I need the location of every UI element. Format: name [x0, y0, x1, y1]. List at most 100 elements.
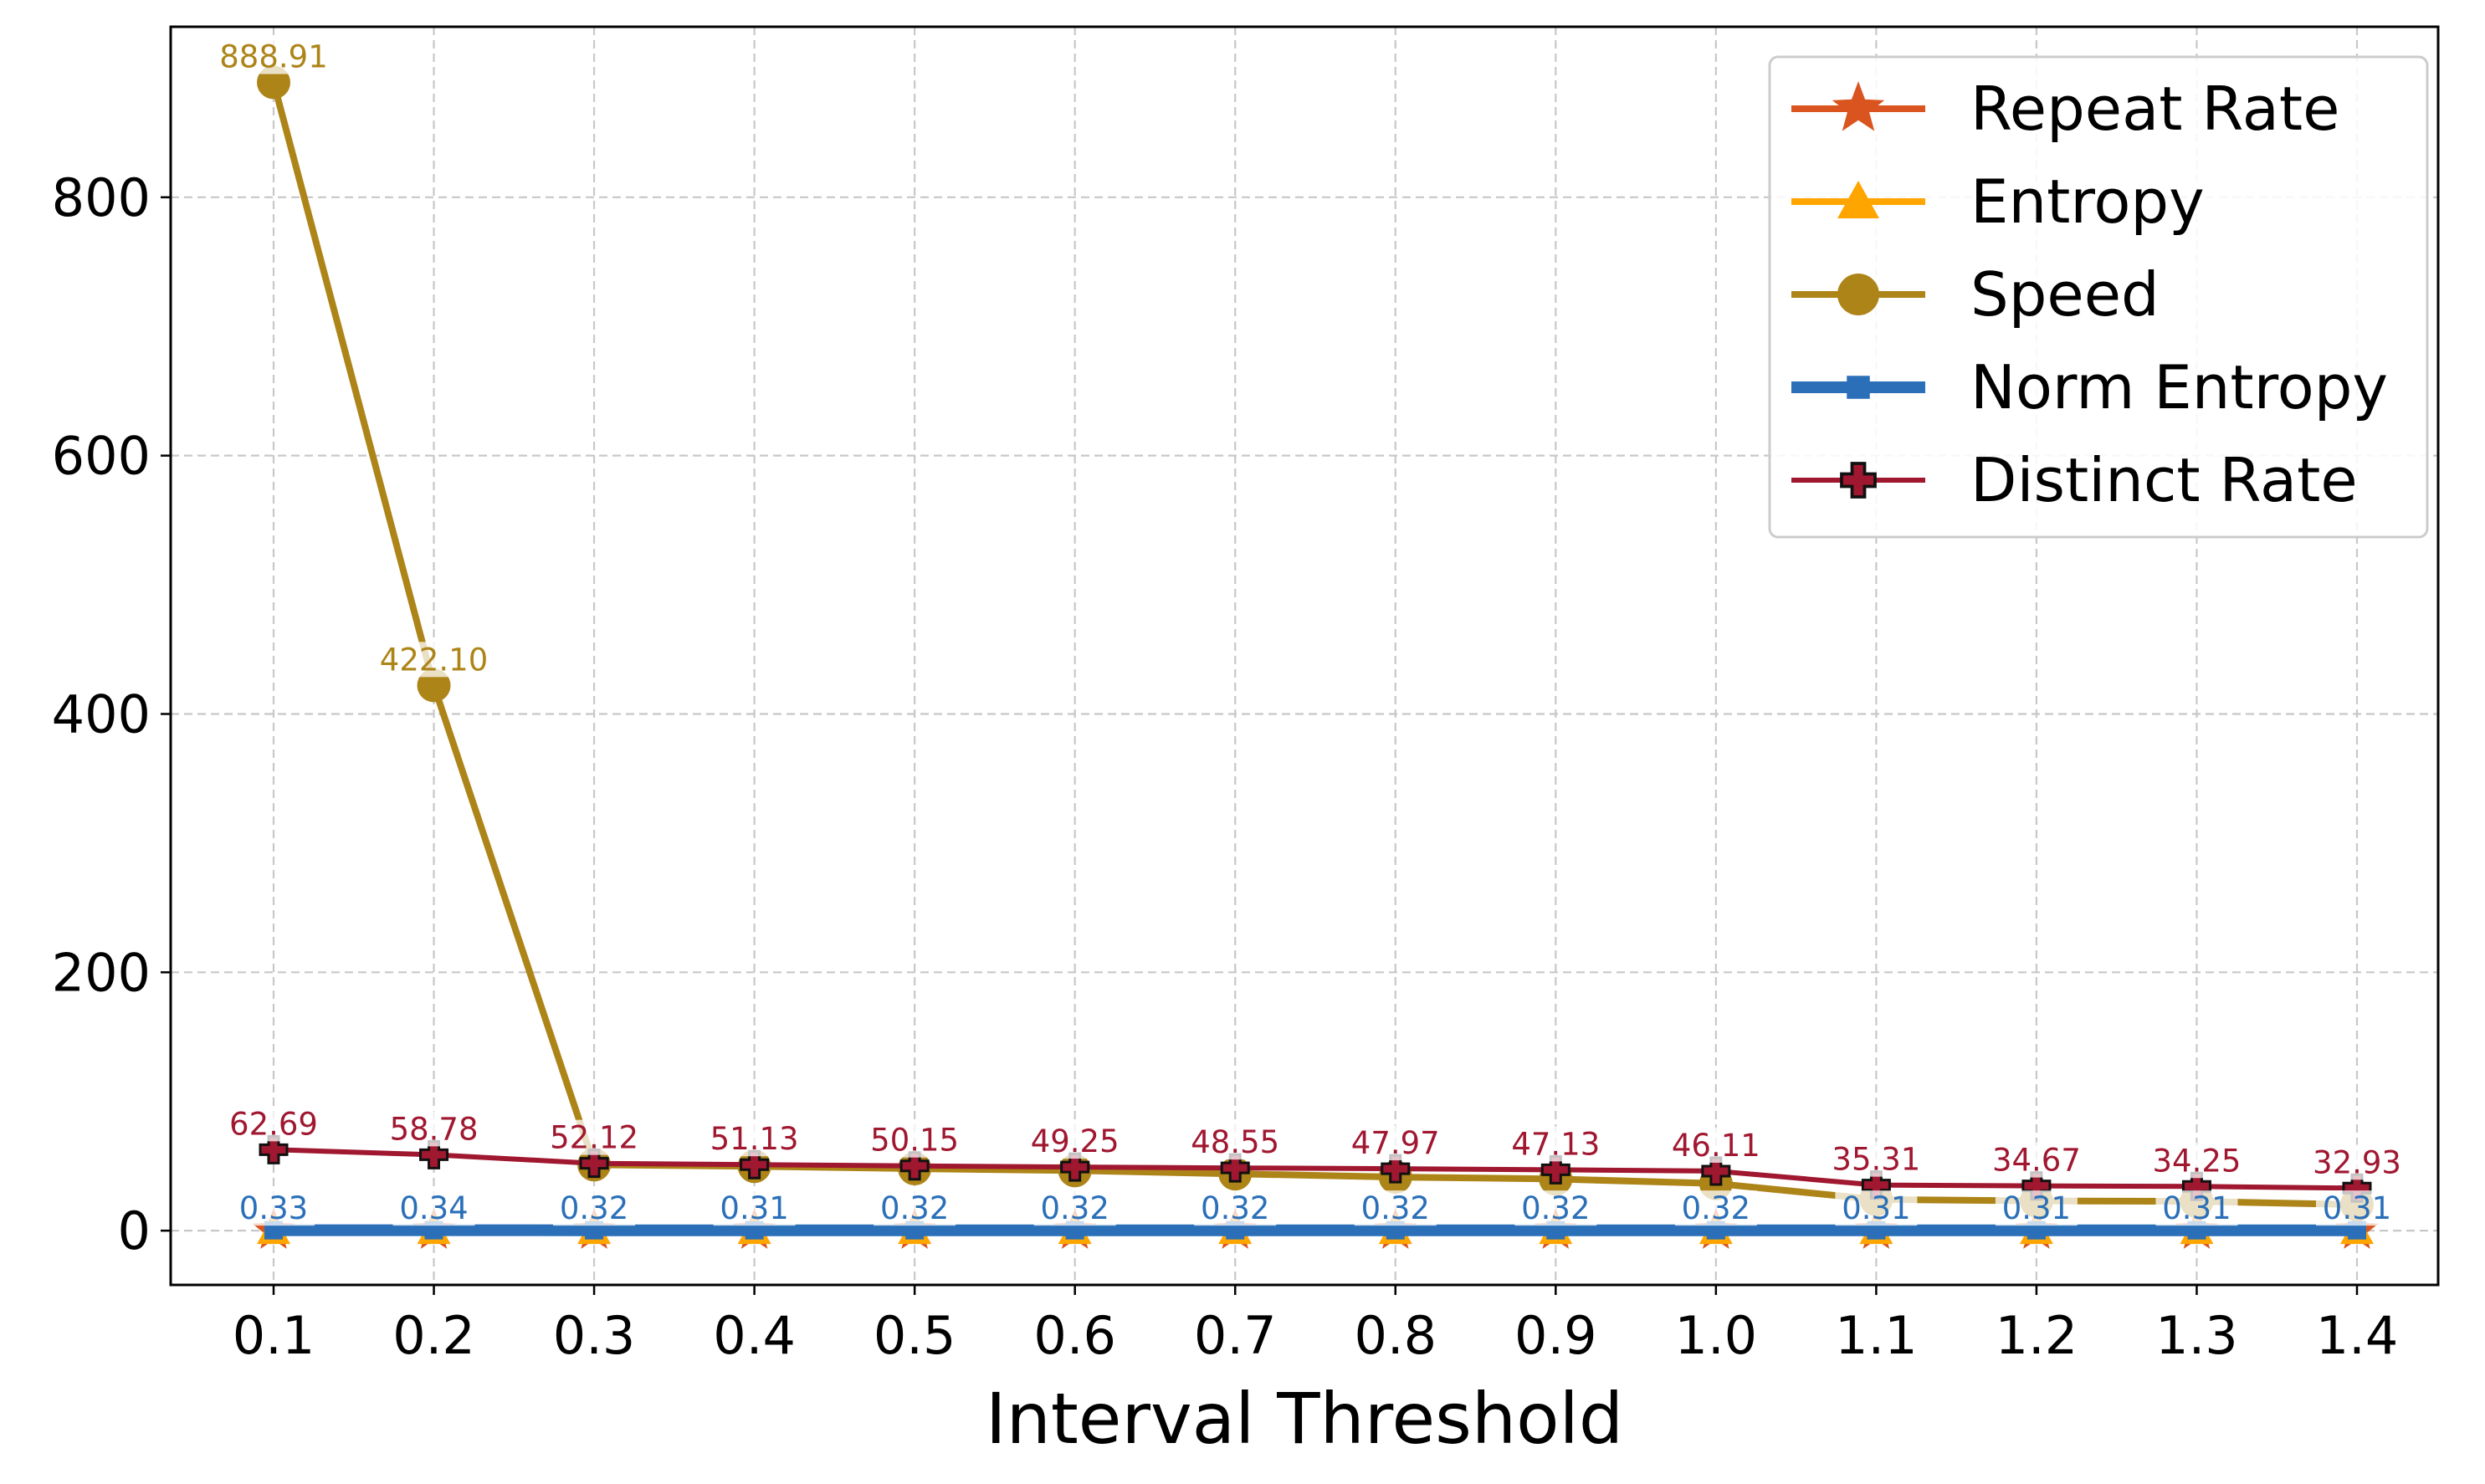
legend-item: Speed: [1791, 259, 2160, 330]
data-point: [419, 1139, 449, 1169]
data-label-bg: [1505, 1126, 1606, 1162]
data-point: [1706, 1220, 1725, 1240]
x-tick-label: 1.1: [1835, 1305, 1918, 1366]
y-tick-label: 0: [118, 1200, 151, 1261]
x-tick-label: 0.5: [874, 1305, 956, 1366]
data-point: [1701, 1156, 1731, 1186]
data-label: 0.31: [2162, 1190, 2231, 1226]
data-point: [1386, 1220, 1405, 1240]
data-point: [2026, 1220, 2046, 1240]
data-point: [905, 1220, 925, 1240]
data-label-bg: [214, 38, 333, 74]
legend-label: Distinct Rate: [1970, 445, 2358, 515]
data-label-bg: [1674, 1190, 1757, 1226]
data-label: 422.10: [380, 642, 488, 678]
data-label-bg: [374, 642, 494, 678]
data-label: 47.13: [1511, 1126, 1600, 1162]
data-label: 35.31: [1832, 1142, 1920, 1178]
data-point: [259, 1134, 289, 1164]
legend-box: [1768, 55, 2429, 539]
data-label-bg: [1514, 1190, 1597, 1226]
data-label: 0.31: [2323, 1190, 2391, 1226]
data-label-bg: [1826, 1141, 1927, 1177]
legend-label: Entropy: [1970, 166, 2205, 237]
data-label: 0.31: [720, 1190, 788, 1226]
data-label: 47.97: [1351, 1125, 1440, 1161]
data-label: 0.34: [399, 1190, 468, 1226]
data-point: [1837, 274, 1879, 315]
data-label-bg: [2155, 1190, 2238, 1226]
data-label: 888.91: [219, 39, 327, 75]
data-label: 48.55: [1191, 1124, 1279, 1160]
data-label-bg: [1194, 1190, 1277, 1226]
data-label: 34.67: [1992, 1143, 2081, 1179]
data-point: [585, 1220, 604, 1240]
series-line: [273, 1147, 2358, 1191]
x-tick-label: 0.4: [713, 1305, 796, 1366]
data-label: 0.32: [1521, 1190, 1590, 1226]
data-point: [1832, 81, 1885, 131]
data-point: [745, 1220, 764, 1240]
data-point: [1540, 1154, 1570, 1185]
y-tick-label: 800: [52, 167, 151, 228]
data-point: [2187, 1220, 2206, 1240]
data-label-bg: [713, 1190, 796, 1226]
data-point: [1381, 1154, 1411, 1184]
data-label-bg: [874, 1190, 956, 1226]
data-label: 0.32: [1201, 1190, 1269, 1226]
x-tick-label: 0.3: [553, 1305, 636, 1366]
legend: Repeat Rate Entropy Speed Norm Entropy Disti…: [1768, 55, 2429, 539]
data-label-bg: [1024, 1123, 1125, 1159]
data-label-bg: [223, 1106, 324, 1142]
data-label-bg: [704, 1121, 805, 1157]
series-distinct-rate: [259, 1134, 2372, 1203]
data-label: 52.12: [550, 1120, 638, 1156]
data-label: 0.32: [1040, 1190, 1109, 1226]
data-label-bg: [1985, 1142, 2087, 1178]
legend-label: Norm Entropy: [1970, 352, 2388, 422]
series-norm-entropy: [264, 1220, 2366, 1240]
data-label-bg: [864, 1122, 966, 1158]
data-label: 0.32: [560, 1190, 628, 1226]
plot-area: [169, 25, 2440, 1287]
x-tick-label: 1.0: [1675, 1305, 1758, 1366]
data-label: 0.31: [1842, 1190, 1910, 1226]
data-point: [2348, 1220, 2366, 1240]
data-label-bg: [2316, 1190, 2398, 1226]
data-point: [1847, 376, 1870, 399]
data-label: 34.25: [2152, 1143, 2241, 1179]
data-point: [899, 1151, 930, 1181]
data-label-bg: [553, 1190, 636, 1226]
x-tick-label: 0.1: [233, 1305, 315, 1366]
data-label-bg: [1835, 1190, 1918, 1226]
data-label: 49.25: [1031, 1123, 1120, 1159]
data-label-bg: [1665, 1127, 1766, 1163]
data-point: [579, 1149, 609, 1179]
data-point: [1226, 1220, 1245, 1240]
data-point: [1065, 1220, 1084, 1240]
data-point: [1840, 462, 1877, 499]
x-tick-label: 0.2: [392, 1305, 475, 1366]
data-label-bg: [1033, 1190, 1116, 1226]
data-label: 0.32: [1361, 1190, 1430, 1226]
legend-item: Norm Entropy: [1791, 352, 2388, 422]
data-label: 50.15: [870, 1123, 959, 1159]
y-tick-label: 400: [52, 683, 151, 745]
axes: 0.1 0.2 0.3 0.4 0.5 0.6 0.7 0.8 0.9 1.0 1.1 1.2 1.3 1…: [52, 167, 2399, 1366]
legend-label: Repeat Rate: [1970, 74, 2339, 144]
data-labels: 888.91 422.10 0.33 0.34 0.32 0.31 0.32 0.32 0.32…: [214, 38, 2407, 1226]
data-label-bg: [1345, 1125, 1446, 1161]
data-label-bg: [383, 1111, 484, 1147]
x-tick-label: 1.3: [2155, 1305, 2238, 1366]
legend-item: Entropy: [1791, 166, 2205, 237]
data-label-bg: [1995, 1190, 2078, 1226]
x-tick-label: 0.7: [1194, 1305, 1277, 1366]
y-tick-label: 600: [52, 426, 151, 487]
data-label-bg: [1185, 1124, 1286, 1160]
data-label-bg: [392, 1190, 475, 1226]
data-label: 0.32: [880, 1190, 949, 1226]
data-point: [1546, 1220, 1565, 1240]
legend-label: Speed: [1970, 259, 2160, 330]
data-label: 58.78: [390, 1111, 479, 1147]
